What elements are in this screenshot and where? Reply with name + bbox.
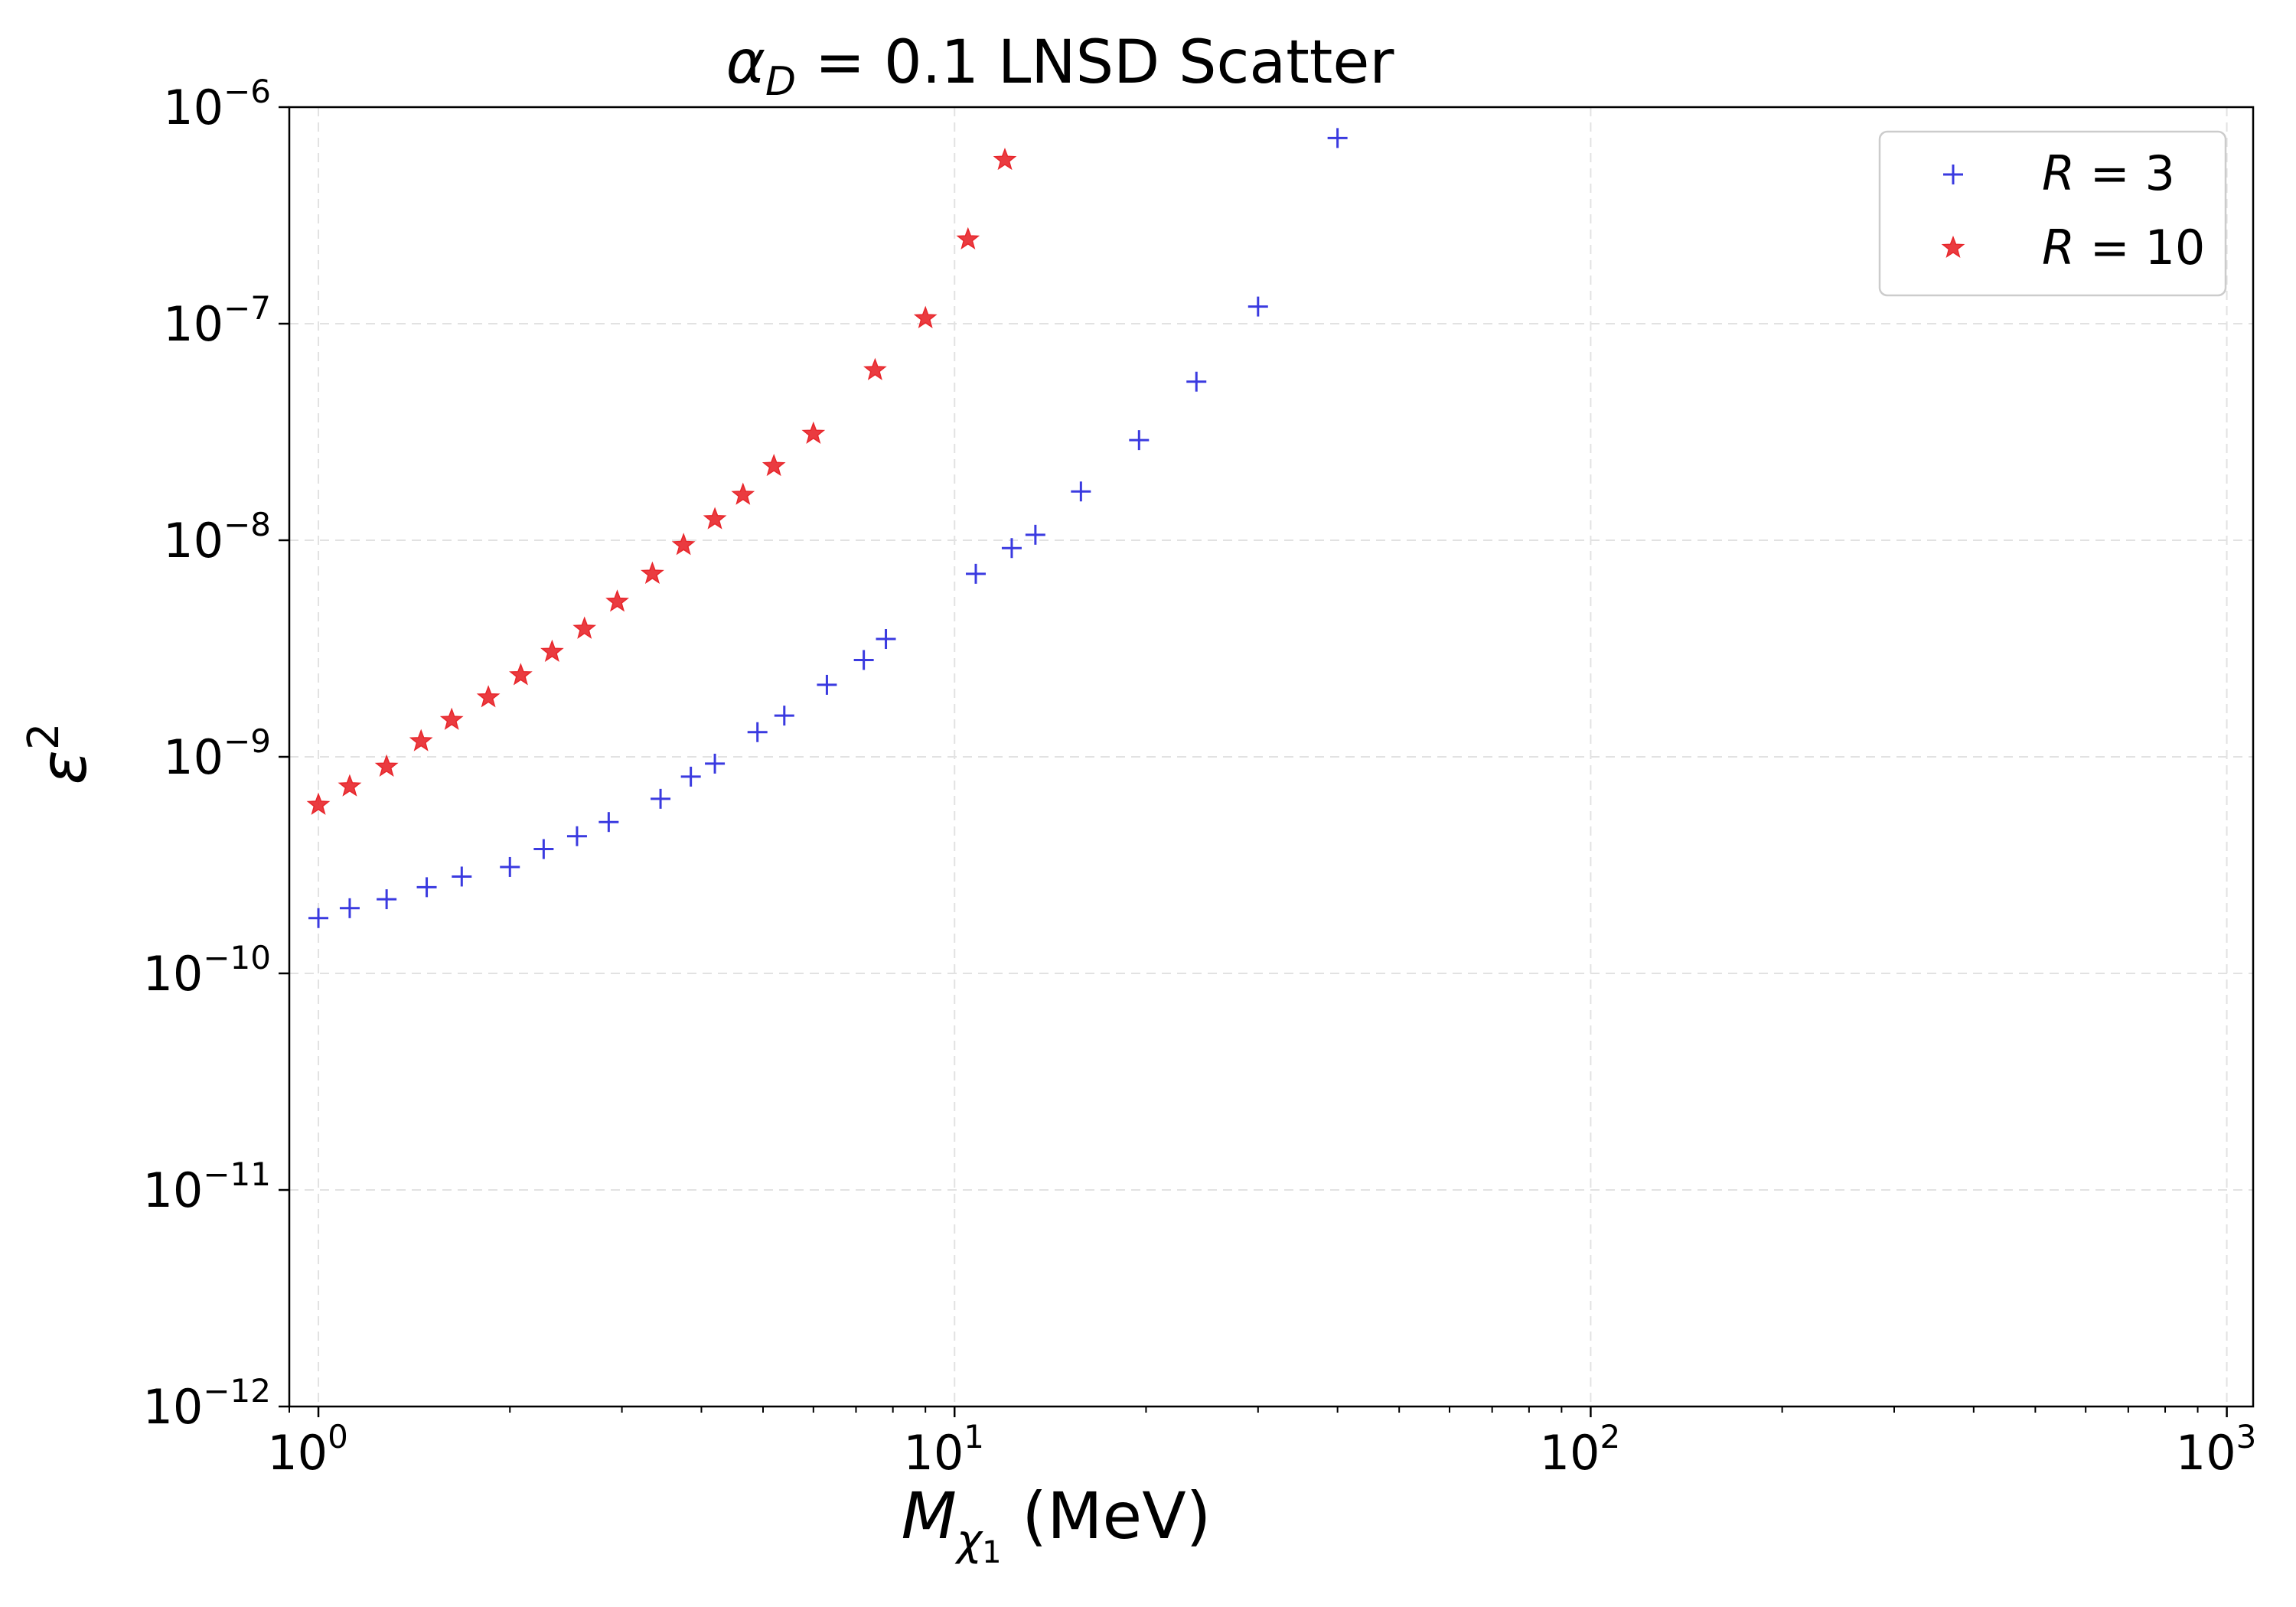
y-tick-label: 10−10 (142, 939, 271, 1002)
series-layer (306, 128, 1348, 928)
plus-marker (1327, 128, 1348, 148)
star-marker (731, 482, 755, 505)
y-tick-label: 10−8 (163, 506, 271, 569)
star-marker (1941, 235, 1965, 259)
y-axis-ticks: 10−12 10−11 10−10 10−9 10−8 10−7 10−6 (142, 73, 289, 1435)
plus-marker (1025, 524, 1045, 545)
plus-marker (853, 650, 874, 670)
plus-marker (705, 753, 726, 774)
xlabel-sub-index: 1 (982, 1535, 1001, 1570)
plus-marker (377, 889, 397, 910)
x-tick-label: 103 (2176, 1418, 2257, 1481)
title-subscript: D (765, 59, 796, 105)
legend-marker-r3 (1943, 165, 1963, 184)
star-marker (913, 305, 938, 328)
plus-marker (416, 877, 437, 898)
plus-marker (747, 722, 768, 742)
plus-marker (1247, 296, 1268, 317)
y-tick-label: 10−7 (163, 289, 271, 352)
xlabel-sub-symbol: χ (954, 1516, 983, 1566)
plus-marker (876, 629, 896, 650)
xlabel-symbol: M (902, 1478, 957, 1553)
star-marker (540, 639, 564, 663)
y-axis-title: ε2 (19, 722, 101, 784)
ylabel-superscript: 2 (19, 722, 69, 750)
star-marker (509, 663, 533, 686)
legend-marker-r10 (1941, 235, 1965, 259)
plus-marker (452, 866, 472, 887)
plus-marker (1943, 165, 1963, 184)
plus-marker (817, 674, 837, 695)
plus-marker (651, 788, 671, 809)
legend-label-r10: R = 10 (2042, 220, 2205, 275)
star-marker (641, 561, 664, 584)
star-marker (703, 507, 727, 530)
series-r10 (306, 147, 1017, 815)
legend-box (1878, 130, 2227, 297)
x-axis-ticks: 100 101 102 103 (267, 1407, 2256, 1481)
x-axis-title: Mχ1 (MeV) (902, 1478, 1212, 1570)
legend-r3-rest: = 3 (2075, 145, 2175, 201)
title-symbol: α (726, 28, 765, 97)
plus-marker (598, 812, 619, 833)
x-tick-label: 100 (267, 1418, 348, 1481)
minor-ticks (289, 1407, 2199, 1413)
plus-marker (339, 898, 360, 918)
plus-marker (1186, 371, 1207, 392)
star-marker (476, 685, 501, 708)
x-tick-label: 102 (1540, 1418, 1621, 1481)
chart-title: αD = 0.1 LNSD Scatter (726, 28, 1395, 105)
star-marker (956, 227, 980, 249)
star-marker (572, 616, 597, 639)
plus-marker (308, 908, 329, 928)
y-tick-label: 10−12 (142, 1372, 271, 1435)
star-marker (409, 729, 433, 751)
star-marker (605, 589, 629, 612)
legend: R = 3 R = 10 (1878, 130, 2227, 297)
plus-marker (566, 826, 587, 846)
star-marker (374, 754, 399, 777)
y-tick-label: 10−6 (163, 73, 271, 135)
star-marker (801, 421, 826, 445)
plus-marker (966, 563, 987, 584)
plus-marker (774, 706, 794, 726)
plus-marker (500, 856, 520, 877)
star-marker (762, 453, 786, 477)
star-marker (671, 533, 696, 556)
legend-label-r3: R = 3 (2042, 145, 2175, 201)
y-tick-label: 10−9 (163, 722, 271, 785)
plus-marker (1071, 481, 1091, 502)
legend-r10-symbol: R (2042, 220, 2075, 275)
plus-marker (533, 839, 554, 859)
plus-marker (1129, 430, 1150, 451)
xlabel-rest: (MeV) (1002, 1478, 1212, 1553)
star-marker (306, 792, 331, 815)
legend-r3-symbol: R (2042, 145, 2075, 201)
star-marker (863, 357, 887, 380)
series-r3 (308, 128, 1348, 928)
plus-marker (680, 766, 701, 787)
y-tick-label: 10−11 (142, 1156, 271, 1218)
star-marker (993, 147, 1017, 171)
plus-marker (1001, 538, 1022, 559)
ylabel-symbol: ε (26, 750, 101, 784)
star-marker (439, 707, 464, 730)
star-marker (338, 774, 362, 797)
x-tick-label: 101 (903, 1418, 984, 1481)
title-rest: = 0.1 LNSD Scatter (796, 28, 1394, 97)
legend-r10-rest: = 10 (2075, 220, 2205, 275)
